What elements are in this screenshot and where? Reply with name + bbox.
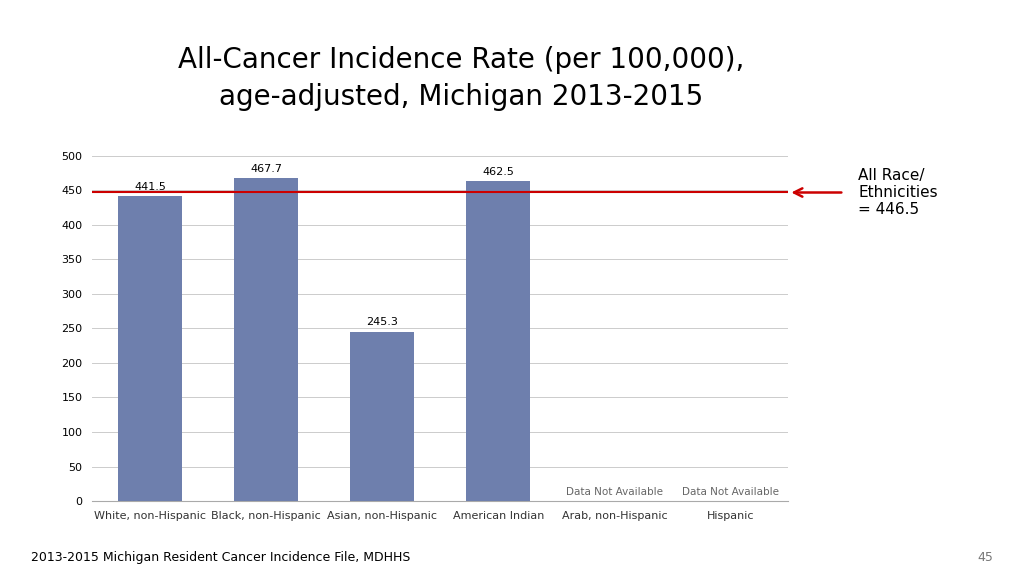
Text: 245.3: 245.3 bbox=[367, 317, 398, 327]
Bar bbox=[467, 181, 530, 501]
Text: Data Not Available: Data Not Available bbox=[682, 487, 779, 497]
Bar bbox=[118, 196, 182, 501]
Text: 2013-2015 Michigan Resident Cancer Incidence File, MDHHS: 2013-2015 Michigan Resident Cancer Incid… bbox=[31, 551, 410, 564]
Text: 441.5: 441.5 bbox=[134, 182, 166, 192]
Text: All Race/
Ethnicities
= 446.5: All Race/ Ethnicities = 446.5 bbox=[858, 168, 938, 217]
Text: Data Not Available: Data Not Available bbox=[566, 487, 663, 497]
Text: 462.5: 462.5 bbox=[482, 167, 514, 177]
Text: 467.7: 467.7 bbox=[250, 164, 283, 174]
Bar bbox=[234, 178, 298, 501]
Text: All-Cancer Incidence Rate (per 100,000),
age-adjusted, Michigan 2013-2015: All-Cancer Incidence Rate (per 100,000),… bbox=[177, 46, 744, 111]
Bar bbox=[350, 332, 414, 501]
Text: 45: 45 bbox=[977, 551, 993, 564]
